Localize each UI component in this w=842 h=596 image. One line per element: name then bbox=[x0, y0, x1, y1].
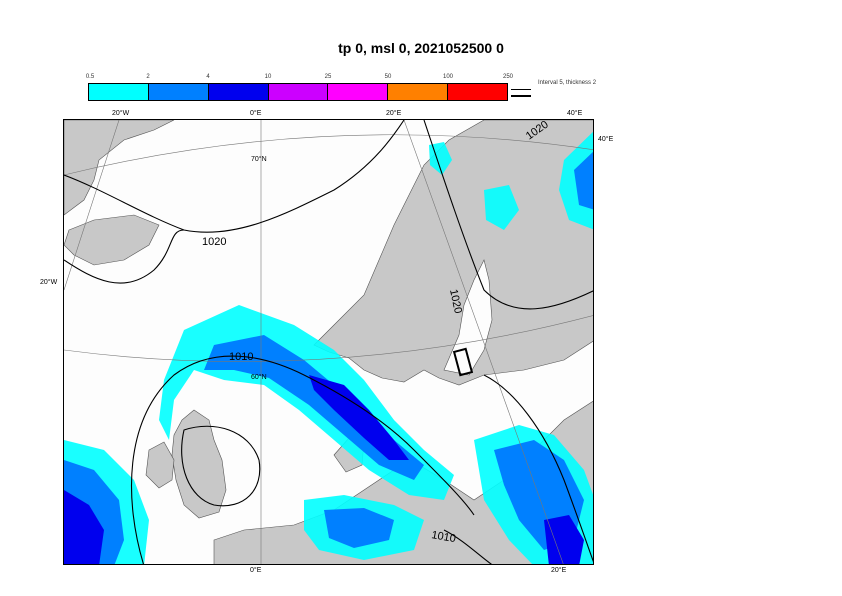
legend-tick-6: 50 bbox=[384, 74, 392, 80]
legend-contour-line-thick bbox=[511, 95, 531, 97]
graticule-lat-70n bbox=[64, 134, 593, 176]
british-isles-land bbox=[171, 409, 227, 519]
iceland-land bbox=[64, 214, 160, 266]
isobar-1010-south bbox=[443, 529, 493, 564]
legend-tick-4: 10 bbox=[264, 74, 272, 80]
isobar-east bbox=[483, 374, 593, 563]
isobar-layer bbox=[64, 120, 593, 564]
contour-label-1010-south: 1010 bbox=[430, 529, 456, 545]
precip-norway-patch bbox=[429, 142, 452, 175]
precip-north-sea-medium bbox=[324, 508, 394, 548]
coord-right-40e: 40°E bbox=[598, 136, 614, 143]
legend-swatch-5 bbox=[328, 84, 389, 100]
legend-swatch-7 bbox=[448, 84, 508, 100]
legend-note: Interval 5, thickness 2 bbox=[538, 80, 597, 86]
ireland-land bbox=[145, 441, 175, 489]
coord-bottom-0e: 0°E bbox=[250, 567, 262, 574]
map-svg: 1020 1020 1020 1010 1010 bbox=[64, 120, 593, 564]
isobar-1020-east bbox=[423, 120, 593, 310]
coord-lat-70n: 70°N bbox=[251, 156, 267, 163]
legend-swatch-6 bbox=[388, 84, 449, 100]
legend-tick-2: 2 bbox=[146, 74, 150, 80]
legend-tick-7: 100 bbox=[442, 74, 454, 80]
coord-top-20w: 20°W bbox=[112, 110, 130, 117]
precip-karelia-medium bbox=[574, 151, 593, 210]
legend-tick-8: 250 bbox=[502, 74, 514, 80]
precip-layer bbox=[64, 131, 593, 564]
graticule-lon-20e bbox=[403, 120, 564, 564]
scandinavia-land bbox=[313, 120, 593, 386]
precip-finland-patch bbox=[484, 185, 519, 230]
contour-label-1010-north: 1010 bbox=[229, 351, 253, 363]
graticule-lat-60n bbox=[64, 315, 593, 362]
coord-top-0e: 0°E bbox=[250, 110, 262, 117]
isobar-1020-north bbox=[64, 120, 405, 233]
coord-lat-60n: 60°N bbox=[251, 374, 267, 381]
legend-contour-line-thin bbox=[511, 89, 531, 90]
coord-top-40e: 40°E bbox=[567, 110, 583, 117]
station-marker[interactable] bbox=[452, 347, 474, 377]
precip-atlantic-heavy bbox=[64, 490, 104, 564]
legend-tick-5: 25 bbox=[324, 74, 332, 80]
coord-left-20w: 20°W bbox=[40, 279, 58, 286]
graticule bbox=[64, 120, 593, 564]
legend-swatch-4 bbox=[268, 84, 329, 100]
isobar-1020-west bbox=[64, 229, 185, 284]
contour-label-1020-west: 1020 bbox=[202, 236, 226, 248]
contour-label-1020-east: 1020 bbox=[447, 288, 464, 314]
legend-tick-1: 0.5 bbox=[85, 74, 95, 80]
legend-swatch-1 bbox=[89, 84, 149, 100]
precip-frontal-band-medium bbox=[204, 335, 424, 480]
isobar-1010 bbox=[130, 355, 475, 564]
legend-swatch-2 bbox=[148, 84, 209, 100]
chart-title: tp 0, msl 0, 2021052500 0 bbox=[338, 40, 504, 56]
precip-baltic-east-heavy bbox=[544, 515, 584, 564]
graticule-lon-20w bbox=[64, 120, 120, 291]
coord-bottom-20e: 20°E bbox=[551, 567, 567, 574]
legend-swatch-3 bbox=[208, 84, 269, 100]
greenland-land bbox=[64, 120, 175, 216]
isobar-1010-inner bbox=[181, 425, 261, 507]
precip-frontal-band-heavy bbox=[309, 375, 409, 460]
map-panel[interactable]: 1020 1020 1020 1010 1010 bbox=[63, 119, 594, 565]
baltic-sea-cut bbox=[443, 259, 493, 376]
legend-bar bbox=[88, 83, 508, 101]
legend-tick-3: 4 bbox=[206, 74, 210, 80]
coord-top-20e: 20°E bbox=[386, 110, 402, 117]
